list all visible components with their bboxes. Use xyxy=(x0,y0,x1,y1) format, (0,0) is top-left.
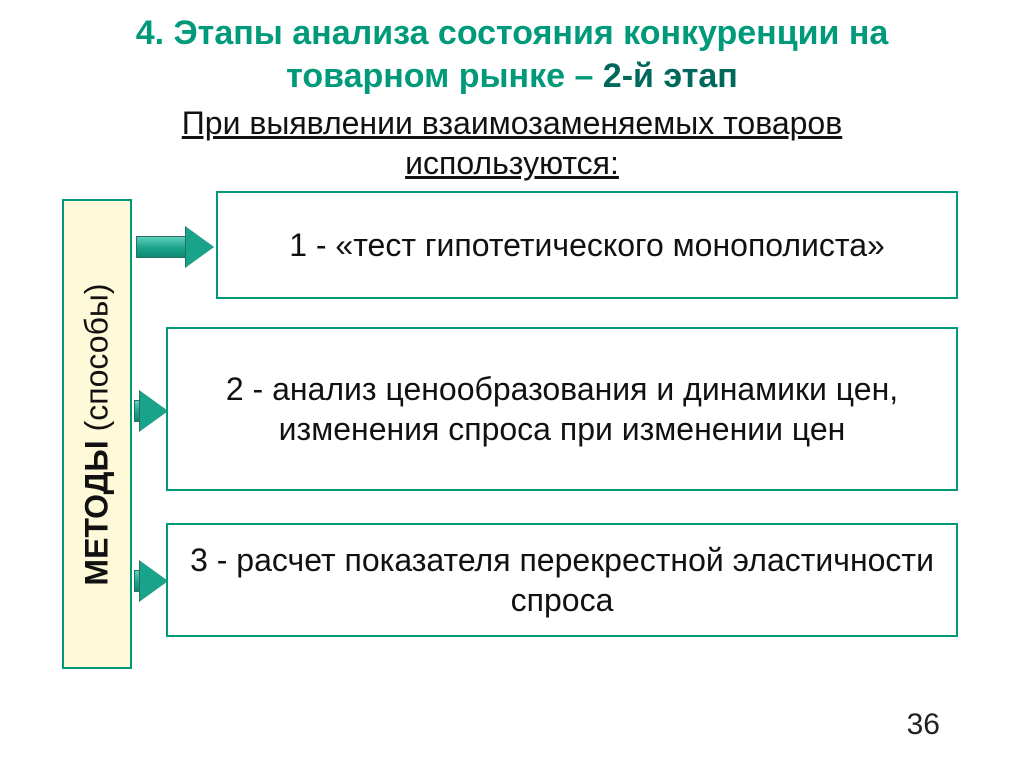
method-box-1: 1 - «тест гипотетического монополиста» xyxy=(216,191,958,299)
title-main: 4. Этапы анализа состояния конкуренции н… xyxy=(136,14,889,95)
methods-label-text: МЕТОДЫ (способы) xyxy=(79,283,116,585)
arrow-icon xyxy=(134,561,164,601)
slide-subtitle: При выявлении взаимозаменяемых товаров и… xyxy=(0,101,1024,191)
slide-title: 4. Этапы анализа состояния конкуренции н… xyxy=(0,0,1024,101)
methods-label-rest: (способы) xyxy=(79,283,115,440)
title-stage: 2-й этап xyxy=(603,57,738,95)
method-box-3: 3 - расчет показателя перекрестной эласт… xyxy=(166,523,958,637)
method-text: 1 - «тест гипотетического монополиста» xyxy=(289,225,885,265)
methods-label-bold: МЕТОДЫ xyxy=(79,440,115,585)
arrow-icon xyxy=(134,391,164,431)
method-box-2: 2 - анализ ценообразования и динамики це… xyxy=(166,327,958,491)
method-text: 2 - анализ ценообразования и динамики це… xyxy=(182,369,942,449)
method-text: 3 - расчет показателя перекрестной эласт… xyxy=(182,540,942,620)
page-number: 36 xyxy=(907,708,940,742)
arrow-icon xyxy=(136,227,214,267)
methods-label-box: МЕТОДЫ (способы) xyxy=(62,199,132,669)
diagram-area: МЕТОДЫ (способы) 1 - «тест гипотетическо… xyxy=(0,191,1024,731)
